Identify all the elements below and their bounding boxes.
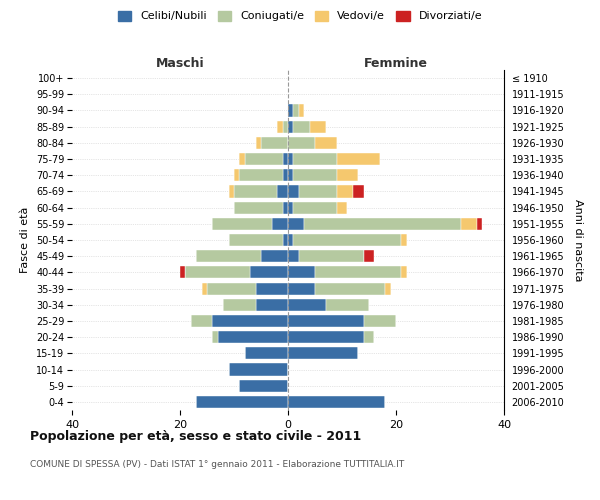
Bar xyxy=(283,169,288,181)
Text: Popolazione per età, sesso e stato civile - 2011: Popolazione per età, sesso e stato civil… xyxy=(30,430,361,443)
Bar xyxy=(315,137,337,149)
Bar xyxy=(256,298,288,311)
Bar xyxy=(234,169,239,181)
Bar xyxy=(239,153,245,165)
Bar xyxy=(272,218,288,230)
Bar xyxy=(326,298,369,311)
Bar xyxy=(288,218,304,230)
Bar xyxy=(310,120,326,132)
Bar xyxy=(337,169,358,181)
Text: Femmine: Femmine xyxy=(364,57,428,70)
Bar xyxy=(212,315,288,327)
Bar xyxy=(212,331,218,343)
Bar xyxy=(239,169,283,181)
Bar xyxy=(401,234,407,246)
Bar xyxy=(250,266,288,278)
Text: COMUNE DI SPESSA (PV) - Dati ISTAT 1° gennaio 2011 - Elaborazione TUTTITALIA.IT: COMUNE DI SPESSA (PV) - Dati ISTAT 1° ge… xyxy=(30,460,404,469)
Bar xyxy=(218,331,288,343)
Bar xyxy=(304,218,461,230)
Bar xyxy=(196,250,261,262)
Bar xyxy=(283,120,288,132)
Bar xyxy=(364,331,374,343)
Bar xyxy=(288,331,364,343)
Bar xyxy=(299,250,364,262)
Bar xyxy=(283,202,288,213)
Bar xyxy=(461,218,477,230)
Bar xyxy=(288,104,293,117)
Bar xyxy=(293,120,310,132)
Bar xyxy=(223,298,256,311)
Bar xyxy=(299,186,337,198)
Bar xyxy=(288,298,326,311)
Bar xyxy=(337,153,380,165)
Bar xyxy=(315,266,401,278)
Bar xyxy=(245,153,283,165)
Legend: Celibi/Nubili, Coniugati/e, Vedovi/e, Divorziati/e: Celibi/Nubili, Coniugati/e, Vedovi/e, Di… xyxy=(118,10,482,22)
Bar xyxy=(293,104,299,117)
Bar xyxy=(261,250,288,262)
Bar xyxy=(229,234,283,246)
Bar xyxy=(261,137,288,149)
Bar xyxy=(277,120,283,132)
Bar xyxy=(256,137,261,149)
Bar xyxy=(229,186,234,198)
Bar xyxy=(239,380,288,392)
Text: Maschi: Maschi xyxy=(155,57,205,70)
Bar xyxy=(256,282,288,294)
Bar xyxy=(245,348,288,360)
Bar xyxy=(234,186,277,198)
Bar xyxy=(191,315,212,327)
Bar xyxy=(477,218,482,230)
Bar xyxy=(337,186,353,198)
Bar xyxy=(185,266,250,278)
Bar xyxy=(288,202,293,213)
Bar xyxy=(288,266,315,278)
Bar xyxy=(288,250,299,262)
Bar xyxy=(299,104,304,117)
Bar xyxy=(401,266,407,278)
Bar xyxy=(293,234,401,246)
Bar xyxy=(288,234,293,246)
Bar xyxy=(202,282,207,294)
Bar xyxy=(364,250,374,262)
Bar xyxy=(196,396,288,408)
Bar xyxy=(288,169,293,181)
Bar xyxy=(293,202,337,213)
Bar xyxy=(288,120,293,132)
Bar xyxy=(288,137,315,149)
Bar xyxy=(283,153,288,165)
Bar xyxy=(277,186,288,198)
Bar xyxy=(288,186,299,198)
Bar xyxy=(337,202,347,213)
Bar xyxy=(283,234,288,246)
Bar xyxy=(288,348,358,360)
Bar xyxy=(229,364,288,376)
Bar xyxy=(364,315,396,327)
Bar xyxy=(385,282,391,294)
Bar xyxy=(288,315,364,327)
Bar xyxy=(180,266,185,278)
Bar xyxy=(315,282,385,294)
Bar xyxy=(293,169,337,181)
Bar xyxy=(288,282,315,294)
Bar xyxy=(353,186,364,198)
Bar xyxy=(293,153,337,165)
Bar xyxy=(288,396,385,408)
Bar xyxy=(207,282,256,294)
Bar xyxy=(212,218,272,230)
Bar xyxy=(234,202,283,213)
Y-axis label: Anni di nascita: Anni di nascita xyxy=(573,198,583,281)
Bar xyxy=(288,153,293,165)
Y-axis label: Fasce di età: Fasce di età xyxy=(20,207,31,273)
